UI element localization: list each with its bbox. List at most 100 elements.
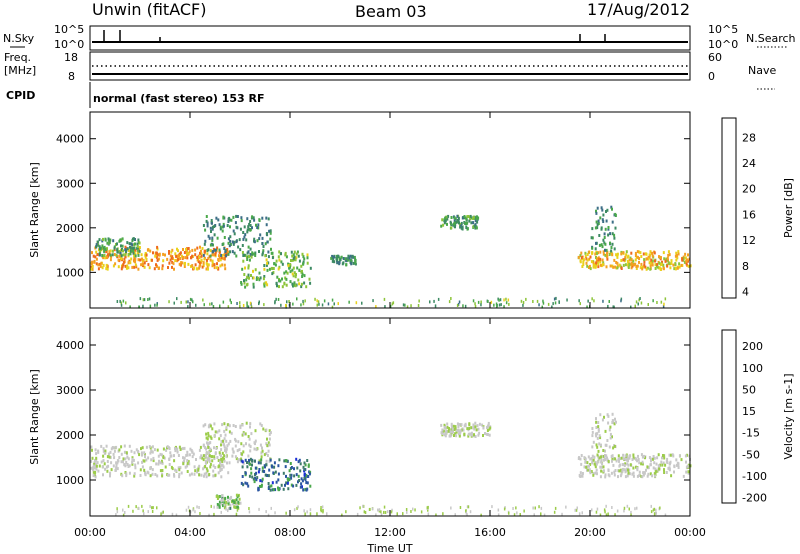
- data-cell: [180, 261, 183, 265]
- data-cell: [218, 504, 221, 508]
- data-cell: [99, 264, 102, 268]
- data-cell: [466, 215, 469, 219]
- data-cell: [285, 277, 288, 281]
- data-cell: [122, 263, 125, 267]
- data-cell: [611, 459, 613, 463]
- data-cell: [147, 263, 150, 267]
- data-cell: [92, 464, 95, 468]
- data-cell: [209, 258, 212, 262]
- data-cell: [169, 258, 172, 262]
- data-cell: [457, 429, 460, 433]
- data-cell: [457, 218, 460, 222]
- ground-cell: [663, 302, 665, 306]
- data-cell: [107, 464, 110, 468]
- ground-cell: [242, 304, 245, 307]
- ground-cell: [630, 513, 632, 517]
- ground-cell: [303, 509, 305, 513]
- ground-cell: [341, 513, 343, 517]
- data-cell: [290, 483, 293, 487]
- data-cell: [597, 219, 600, 223]
- ground-cell: [566, 298, 568, 302]
- data-cell: [643, 454, 645, 458]
- data-cell: [170, 250, 173, 254]
- data-cell: [96, 461, 99, 465]
- data-cell: [241, 423, 244, 427]
- data-cell: [602, 250, 605, 254]
- data-cell: [668, 468, 671, 472]
- ground-cell: [499, 298, 502, 302]
- data-cell: [681, 257, 684, 261]
- data-cell: [580, 454, 583, 457]
- data-cell: [635, 267, 638, 270]
- data-cell: [220, 457, 223, 461]
- data-cell: [635, 265, 638, 268]
- data-cell: [618, 459, 620, 463]
- data-cell: [619, 468, 622, 472]
- data-cell: [267, 449, 270, 453]
- y-tick-label: 2000: [56, 429, 84, 442]
- data-cell: [272, 471, 275, 475]
- ground-cell: [348, 300, 350, 304]
- data-cell: [606, 439, 609, 442]
- y-tick-label: 3000: [56, 384, 84, 397]
- data-cell: [250, 471, 253, 475]
- data-cell: [215, 447, 218, 450]
- data-cell: [627, 266, 630, 269]
- data-cell: [622, 263, 625, 267]
- data-cell: [267, 250, 270, 254]
- data-cell: [663, 456, 666, 460]
- data-cell: [629, 256, 632, 260]
- data-cell: [637, 454, 639, 458]
- data-cell: [206, 441, 208, 445]
- data-cell: [278, 458, 281, 462]
- data-cell: [263, 470, 266, 473]
- data-cell: [287, 264, 290, 268]
- data-cell: [354, 261, 357, 265]
- ground-cell: [614, 513, 616, 517]
- data-cell: [143, 261, 146, 265]
- ground-cell: [541, 305, 543, 309]
- ground-cell: [434, 304, 437, 308]
- data-cell: [293, 474, 296, 478]
- x-tick-label: 12:00: [374, 526, 406, 539]
- data-cell: [216, 430, 219, 434]
- data-cell: [105, 465, 108, 469]
- data-cell: [154, 254, 157, 258]
- colorbar-frame: [721, 117, 737, 299]
- data-cell: [660, 262, 663, 266]
- ground-cell: [142, 298, 145, 302]
- data-cell: [199, 251, 201, 255]
- data-cell: [251, 226, 253, 230]
- data-cell: [206, 221, 209, 225]
- data-cell: [589, 255, 592, 259]
- ground-cell: [587, 299, 589, 303]
- data-cell: [110, 447, 113, 451]
- data-cell: [610, 246, 613, 249]
- data-cell: [244, 266, 246, 270]
- data-cell: [198, 473, 201, 477]
- data-cell: [253, 459, 256, 463]
- data-cell: [441, 428, 444, 432]
- data-cell: [221, 229, 224, 233]
- data-cell: [244, 481, 247, 485]
- data-cell: [206, 265, 209, 269]
- data-cell: [130, 449, 133, 453]
- data-cell: [644, 252, 647, 256]
- data-cell: [331, 259, 334, 263]
- data-cell: [293, 283, 295, 287]
- ground-cell: [558, 300, 560, 304]
- data-cell: [136, 244, 139, 248]
- data-cell: [612, 419, 615, 423]
- data-cell: [218, 495, 221, 498]
- data-cell: [94, 470, 97, 474]
- data-cell: [197, 466, 200, 470]
- data-cell: [230, 218, 233, 222]
- ground-cell: [139, 297, 142, 301]
- data-cell: [456, 422, 459, 426]
- data-cell: [349, 254, 352, 258]
- data-cell: [156, 448, 159, 452]
- data-cell: [240, 459, 243, 463]
- data-cell: [93, 461, 96, 465]
- data-cell: [293, 281, 296, 285]
- data-cell: [134, 260, 137, 264]
